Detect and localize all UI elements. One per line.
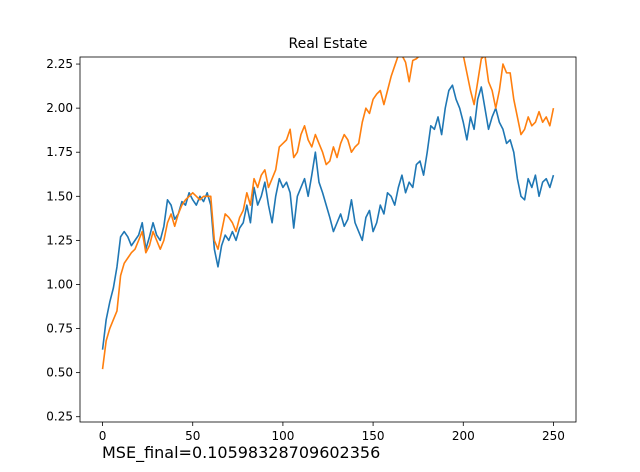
y-tick-label: 2.25: [46, 57, 73, 71]
x-tick-label: 50: [185, 429, 200, 443]
plot-area: [101, 57, 555, 370]
plot-frame: [79, 56, 577, 423]
mse-footer-label: MSE_final=0.10598328709602356: [102, 443, 380, 463]
y-tick-label: 1.75: [46, 145, 73, 159]
y-tick-label: 2.00: [46, 101, 73, 115]
y-tick-label: 1.00: [46, 277, 73, 291]
x-tick-label: 200: [452, 429, 475, 443]
y-tick-label: 0.50: [46, 366, 73, 380]
y-tick-label: 0.25: [46, 410, 73, 424]
axes-layer: 0 50 100 150 200 250 0.25 0.50 0.75 1.00 1.25 1.50 1…: [46, 56, 577, 443]
y-tick-label: 1.25: [46, 233, 73, 247]
series-layer: [101, 57, 555, 370]
y-tick-label: 1.50: [46, 189, 73, 203]
x-tick-label: 150: [362, 429, 385, 443]
chart-title: Real Estate: [289, 36, 368, 52]
series-line-2: [101, 57, 555, 370]
x-tick-label: 0: [99, 429, 107, 443]
x-tick-label: 100: [271, 429, 294, 443]
x-tick-label: 250: [542, 429, 565, 443]
y-tick-label: 0.75: [46, 322, 73, 336]
